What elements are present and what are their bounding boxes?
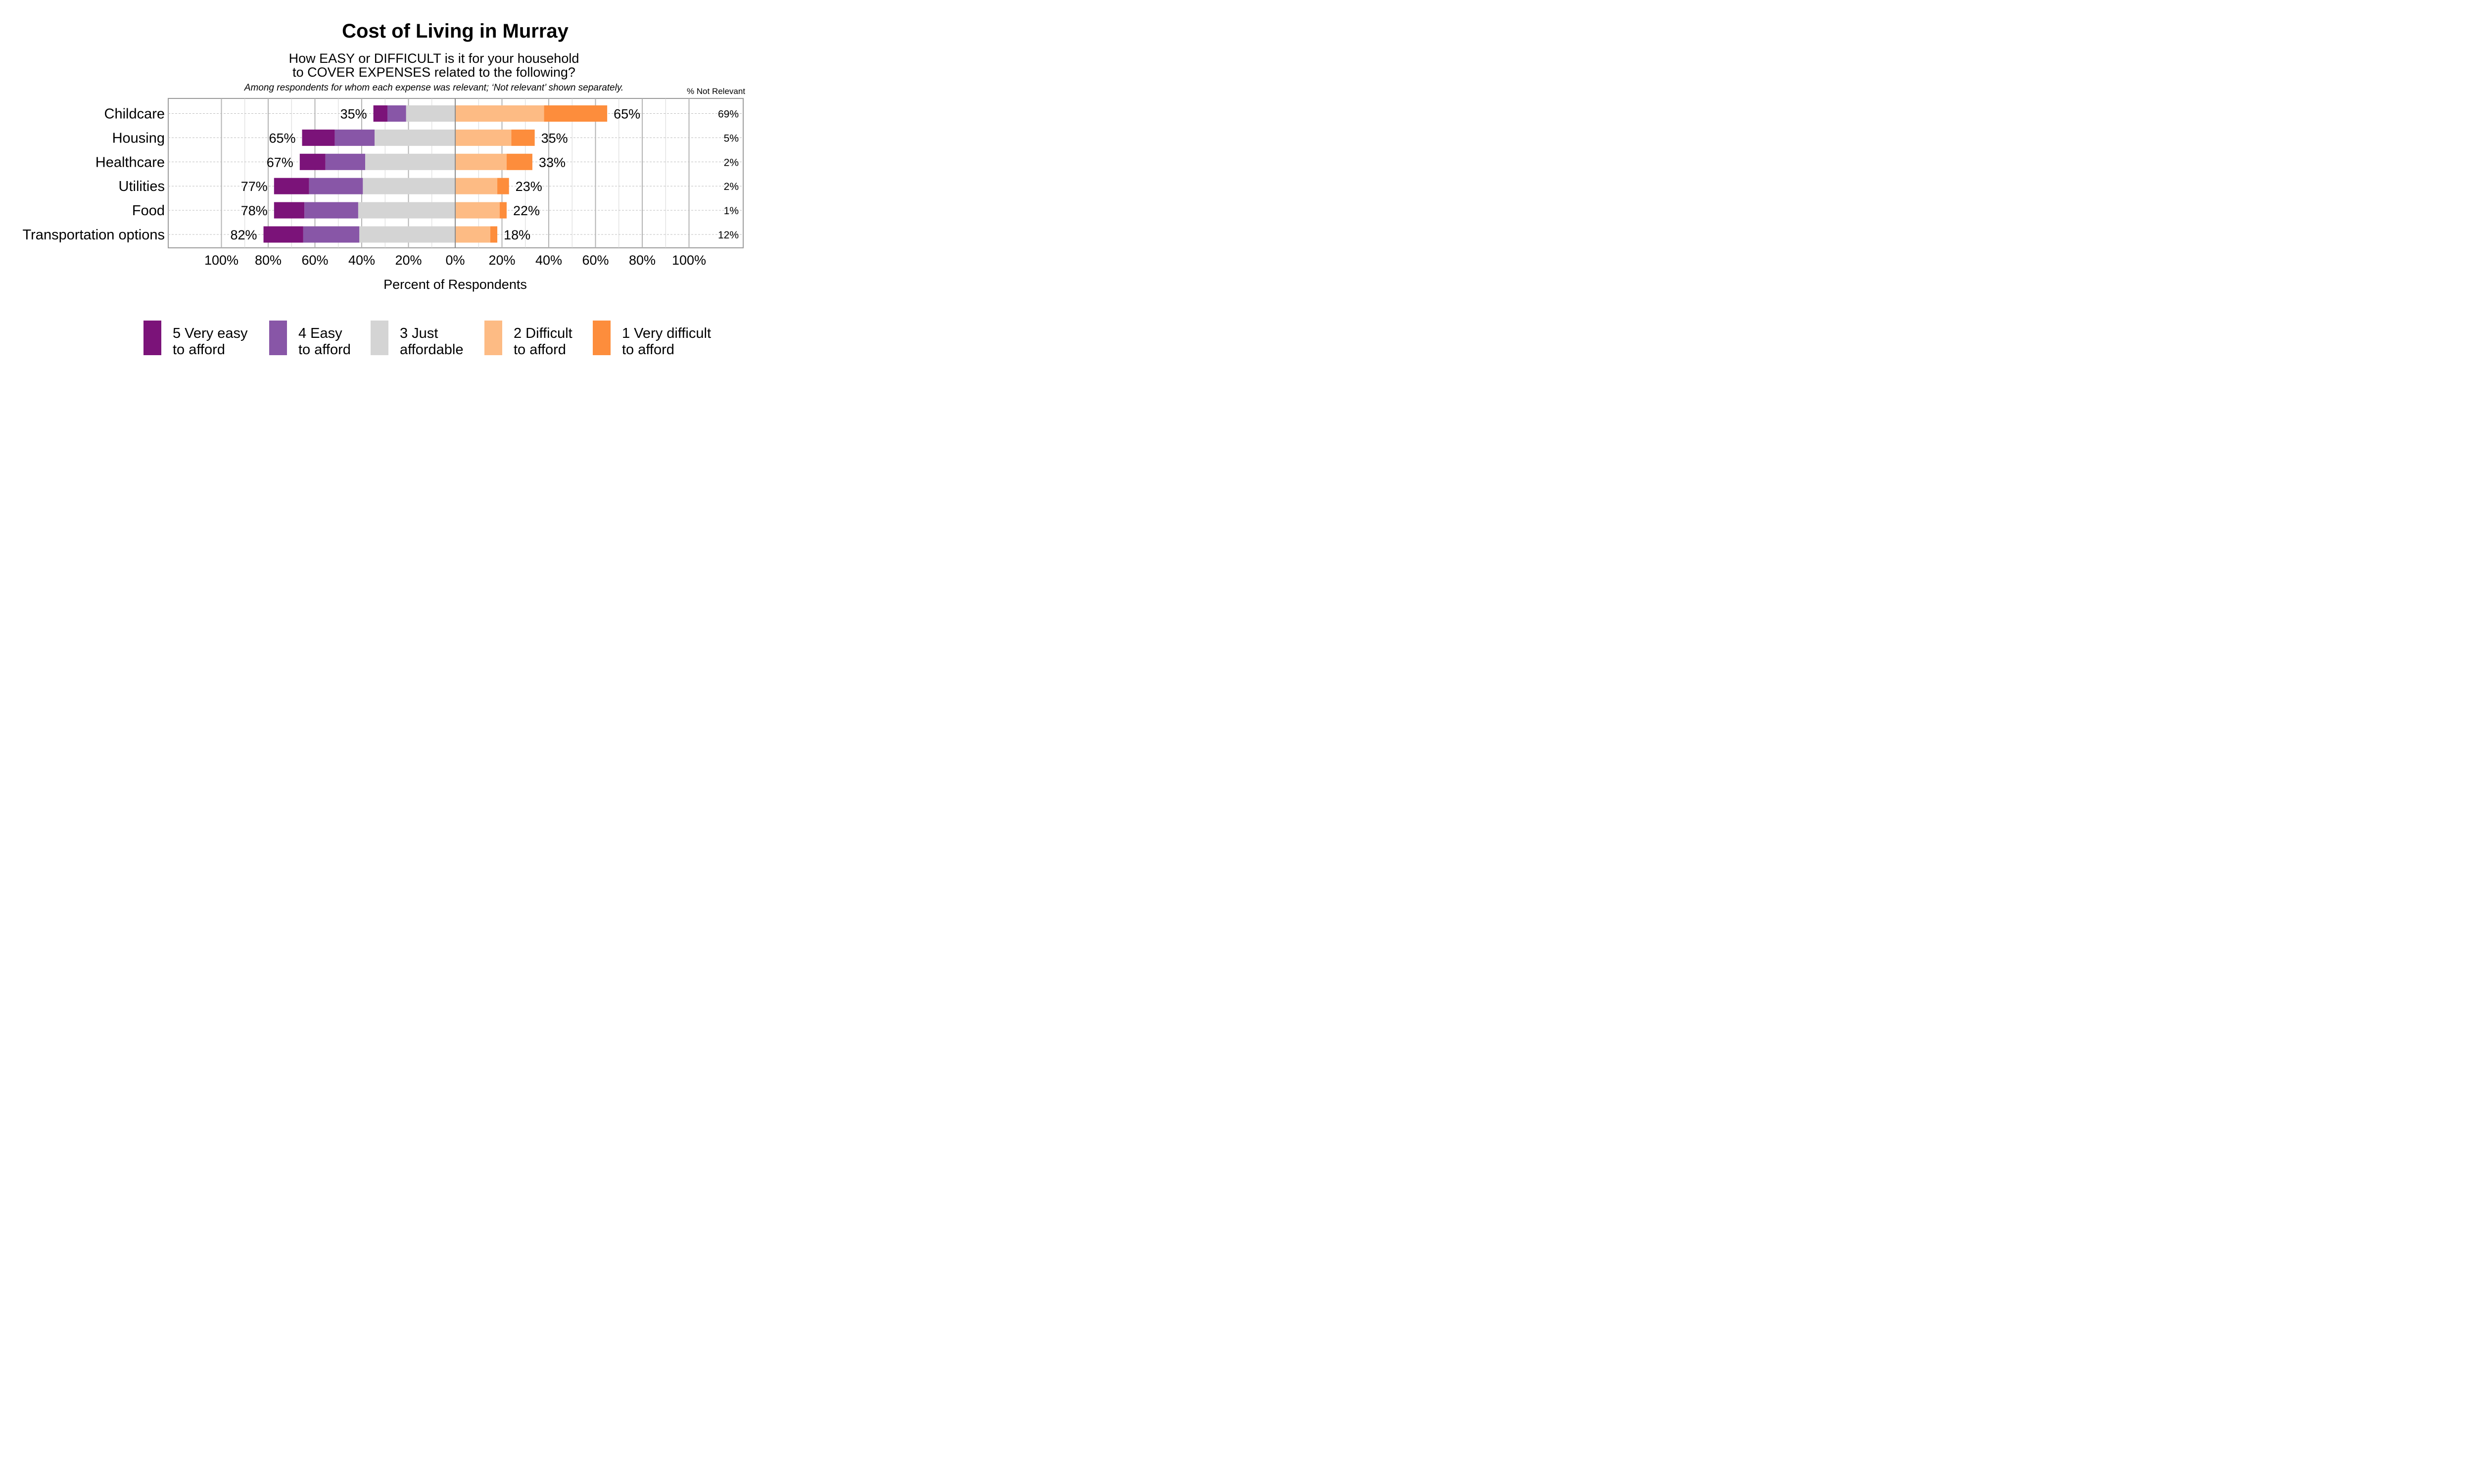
x-tick-label: 100% (672, 253, 706, 268)
bar-segment-easy (334, 129, 375, 146)
legend-swatch-very_easy (143, 321, 161, 355)
category-labels: Childcare Housing Healthcare Utilities Food T… (23, 106, 165, 243)
legend-swatch-difficult (484, 321, 502, 355)
category-label: Childcare (104, 106, 165, 122)
legend-label-line-1: 3 Just (400, 325, 438, 341)
legend-label-line-1: 2 Difficult (514, 325, 572, 341)
category-label: Food (132, 203, 165, 219)
legend-label-line-1: 5 Very easy (173, 325, 248, 341)
x-tick-label: 60% (582, 253, 609, 268)
x-tick-label: 40% (348, 253, 375, 268)
x-tick-label: 0% (445, 253, 465, 268)
right-total-label: 18% (504, 228, 530, 242)
right-total-label: 35% (541, 131, 568, 145)
x-tick-label: 80% (255, 253, 282, 268)
not-relevant-value: 5% (724, 133, 739, 144)
right-total-label: 22% (513, 203, 540, 218)
not-relevant-value: 2% (724, 181, 739, 192)
legend-label-line-2: to afford (514, 342, 566, 358)
not-relevant-labels: 69% 5% 2% 2% 1% 12% (718, 109, 739, 241)
x-tick-label: 60% (301, 253, 328, 268)
legend-label-line-1: 4 Easy (298, 325, 342, 341)
x-tick-label: 20% (488, 253, 515, 268)
bar-segment-easy (304, 202, 358, 219)
not-relevant-value: 69% (718, 109, 739, 120)
left-total-label: 77% (241, 179, 268, 194)
bar-segment-just (374, 129, 455, 146)
left-total-label: 82% (231, 228, 257, 242)
legend-swatch-just (371, 321, 388, 355)
bar-segment-difficult (455, 202, 500, 219)
left-total-label: 67% (267, 155, 293, 170)
x-axis-label: Percent of Respondents (383, 277, 527, 292)
chart-title: Cost of Living in Murray (342, 20, 569, 42)
x-tick-label: 80% (629, 253, 656, 268)
legend-label-line-2: affordable (400, 342, 463, 358)
bar-segment-very_easy (302, 129, 335, 146)
legend-label-line-2: to afford (173, 342, 225, 358)
legend-label-line-2: to afford (298, 342, 351, 358)
x-axis-ticks: 100% 80% 60% 40% 20% 0% 20% 40% 60% 80% 100% (204, 253, 706, 268)
not-relevant-value: 1% (724, 205, 739, 217)
bars (263, 105, 608, 243)
bar-segment-easy (387, 105, 406, 122)
bar-segment-very_easy (274, 178, 309, 194)
bar-segment-difficult (455, 105, 544, 122)
right-total-label: 33% (539, 155, 566, 170)
bar-segment-difficult (455, 226, 490, 243)
bar-segment-very_difficult (497, 178, 509, 194)
legend-label-line-1: 1 Very difficult (622, 325, 711, 341)
x-tick-label: 40% (535, 253, 562, 268)
category-label: Transportation options (23, 227, 165, 243)
chart-subtitle-line-1: How EASY or DIFFICULT is it for your hou… (289, 51, 579, 66)
chart-note: Among respondents for whom each expense … (244, 83, 623, 93)
category-label: Housing (112, 130, 165, 146)
not-relevant-value: 12% (718, 230, 739, 241)
category-label: Healthcare (95, 154, 165, 170)
legend-swatch-easy (269, 321, 287, 355)
left-total-label: 65% (269, 131, 295, 145)
bar-segment-difficult (455, 129, 512, 146)
bar-segment-very_easy (373, 105, 387, 122)
legend-swatch-very_difficult (593, 321, 611, 355)
total-labels: 35% 65% 65% 35% 67% 33% 77% 23% 78% 22% 82% 18% (231, 107, 641, 243)
x-tick-label: 20% (395, 253, 422, 268)
bar-segment-just (406, 105, 455, 122)
not-relevant-value: 2% (724, 157, 739, 168)
bar-segment-very_difficult (490, 226, 498, 243)
bar-segment-very_difficult (511, 129, 535, 146)
bar-segment-just (359, 226, 455, 243)
bar-segment-easy (325, 153, 366, 170)
chart: Cost of Living in Murray How EASY or DIF… (23, 20, 746, 358)
bar-segment-difficult (455, 153, 507, 170)
left-total-label: 78% (241, 203, 268, 218)
legend-label-line-2: to afford (622, 342, 674, 358)
bar-segment-easy (309, 178, 363, 194)
right-total-label: 65% (614, 107, 640, 122)
bar-segment-very_easy (274, 202, 305, 219)
bar-segment-just (365, 153, 455, 170)
bar-segment-difficult (455, 178, 498, 194)
bar-segment-very_easy (263, 226, 303, 243)
bar-segment-just (363, 178, 455, 194)
chart-subtitle-line-2: to COVER EXPENSES related to the followi… (292, 65, 575, 80)
bar-segment-very_easy (299, 153, 326, 170)
bar-segment-very_difficult (499, 202, 507, 219)
bar-segment-just (358, 202, 455, 219)
bar-segment-very_difficult (544, 105, 608, 122)
right-total-label: 23% (516, 179, 542, 194)
left-total-label: 35% (340, 107, 367, 122)
x-tick-label: 100% (204, 253, 238, 268)
bar-segment-very_difficult (506, 153, 532, 170)
category-label: Utilities (119, 179, 165, 194)
not-relevant-header: % Not Relevant (687, 87, 745, 96)
bar-segment-easy (303, 226, 360, 243)
